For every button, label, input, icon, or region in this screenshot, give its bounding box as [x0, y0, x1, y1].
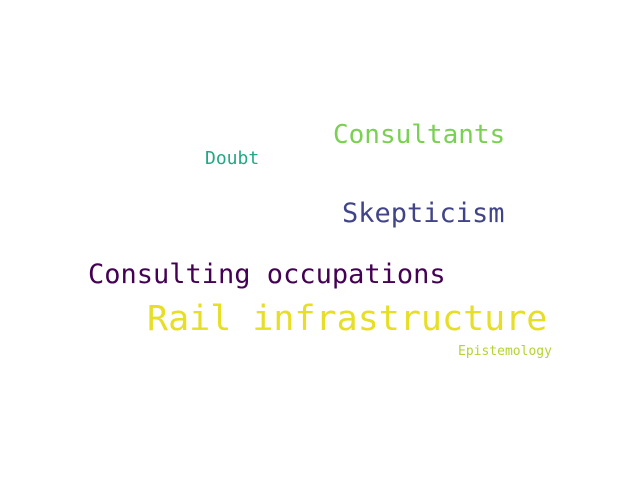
word-consulting-occupations: Consulting occupations [88, 259, 446, 290]
word-epistemology: Epistemology [458, 344, 552, 359]
word-doubt: Doubt [205, 148, 260, 169]
word-skepticism: Skepticism [342, 198, 505, 229]
word-rail-infrastructure: Rail infrastructure [147, 299, 548, 339]
word-consultants: Consultants [333, 120, 506, 150]
